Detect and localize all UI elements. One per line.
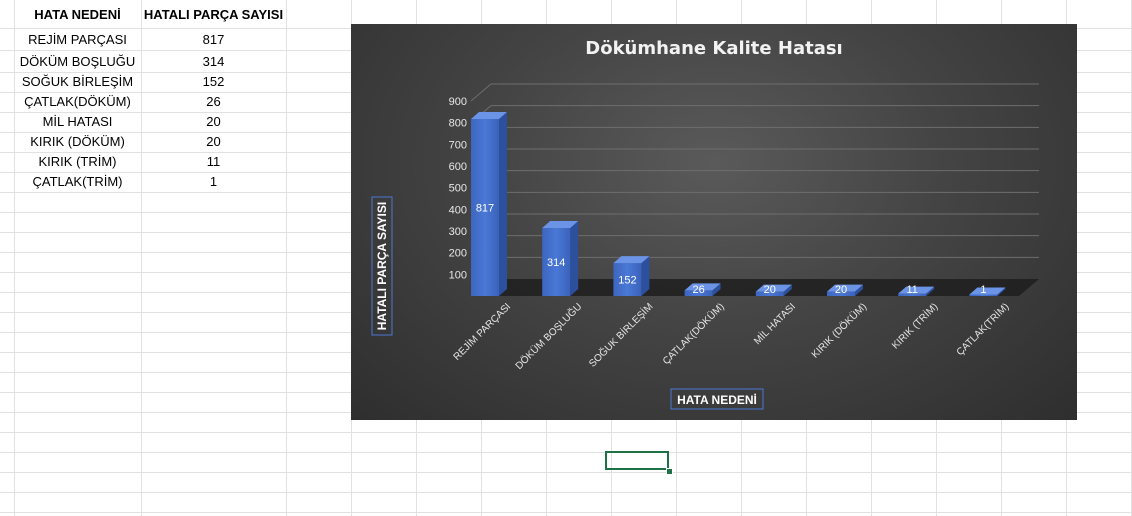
y-tick-label: 900 — [449, 96, 467, 108]
bar — [613, 263, 642, 296]
chart-area[interactable]: Dökümhane Kalite Hatası 100 200 300 400 500 60… — [351, 24, 1077, 420]
table-cell-cause[interactable]: SOĞUK BİRLEŞİM — [21, 74, 134, 89]
bar — [542, 227, 571, 296]
y-axis-title: HATALI PARÇA SAYISI — [375, 202, 389, 330]
x-axis-title: HATA NEDENİ — [677, 392, 757, 407]
table-cell-cause[interactable]: MİL HATASI — [42, 114, 113, 129]
data-label: 817 — [476, 202, 494, 214]
y-tick-label: 300 — [449, 226, 467, 238]
bar — [684, 290, 713, 296]
bar — [898, 293, 927, 296]
bar-side — [499, 111, 507, 296]
x-tick-label: KIRIK (DÖKÜM) — [809, 301, 869, 361]
data-label: 20 — [835, 284, 847, 296]
bar — [969, 294, 998, 296]
bar-side — [855, 284, 863, 296]
chart-title: Dökümhane Kalite Hatası — [585, 38, 842, 59]
bar-top — [613, 256, 650, 264]
column-chart: Dökümhane Kalite Hatası 100 200 300 400 500 60… — [371, 38, 1039, 410]
data-label: 20 — [764, 284, 776, 296]
y-tick-label: 800 — [449, 118, 467, 130]
table-cell-count[interactable]: 314 — [202, 54, 225, 69]
x-tick-label: REJİM PARÇASI — [450, 300, 513, 363]
table-cell-cause[interactable]: REJİM PARÇASI — [28, 32, 127, 47]
table-header-count[interactable]: HATALI PARÇA SAYISI — [143, 7, 284, 22]
bar-side — [570, 220, 579, 296]
data-label: 1 — [980, 284, 986, 296]
gridline-side — [470, 83, 492, 102]
x-tick-label: SOĞUK BİRLEŞİM — [586, 300, 656, 370]
bar-side — [641, 256, 650, 296]
bar-top — [827, 284, 863, 292]
table-cell-cause[interactable]: KIRIK (TRİM) — [38, 154, 117, 169]
y-tick-label: 200 — [449, 248, 467, 260]
table-cell-count[interactable]: 1 — [209, 174, 218, 189]
table-cell-count[interactable]: 152 — [202, 74, 225, 89]
bar-side — [926, 286, 935, 296]
bar-top — [969, 287, 1006, 295]
data-label: 11 — [906, 284, 917, 296]
bar-side — [783, 284, 792, 296]
y-tick-label: 700 — [449, 139, 467, 151]
table-cell-cause[interactable]: KIRIK (DÖKÜM) — [30, 134, 125, 149]
chart-floor — [471, 279, 1039, 296]
x-tick-label: ÇATLAK(TRİM) — [953, 300, 1011, 358]
bar-top — [684, 283, 721, 291]
bar-side — [997, 287, 1006, 296]
data-label: 314 — [547, 257, 565, 269]
selected-cell[interactable] — [605, 451, 669, 470]
table-cell-count[interactable]: 20 — [206, 134, 221, 149]
fill-handle[interactable] — [666, 468, 673, 475]
table-cell-count[interactable]: 26 — [206, 94, 221, 109]
table-cell-count[interactable]: 11 — [206, 154, 221, 169]
bar — [827, 291, 855, 296]
x-tick-label: KIRIK (TRİM) — [889, 300, 941, 352]
data-label: 26 — [692, 284, 704, 296]
bar-side — [712, 283, 721, 296]
x-tick-label: ÇATLAK(DÖKÜM) — [660, 301, 727, 368]
bar — [471, 118, 499, 296]
table-cell-cause[interactable]: ÇATLAK(DÖKÜM) — [24, 94, 131, 109]
y-tick-label: 400 — [449, 204, 467, 216]
bar — [755, 291, 784, 296]
bar-top — [542, 220, 579, 228]
table-cell-count[interactable]: 20 — [206, 114, 221, 129]
data-label: 152 — [618, 275, 636, 287]
y-tick-label: 600 — [449, 161, 467, 173]
table-cell-cause[interactable]: DÖKÜM BOŞLUĞU — [19, 54, 136, 69]
y-tick-label: 100 — [449, 269, 467, 281]
bar-top — [471, 111, 507, 119]
x-tick-label: DÖKÜM BOŞLUĞU — [512, 300, 584, 372]
bar-top — [898, 286, 935, 294]
bar-top — [755, 284, 792, 292]
x-axis-title-box — [670, 388, 764, 410]
table-cell-cause[interactable]: ÇATLAK(TRİM) — [32, 174, 123, 189]
y-axis-title-box — [371, 196, 393, 336]
x-tick-label: MİL HATASI — [751, 300, 798, 347]
y-tick-label: 500 — [449, 183, 467, 195]
table-header-cause[interactable]: HATA NEDENİ — [34, 7, 121, 22]
table-cell-count[interactable]: 817 — [202, 32, 225, 47]
